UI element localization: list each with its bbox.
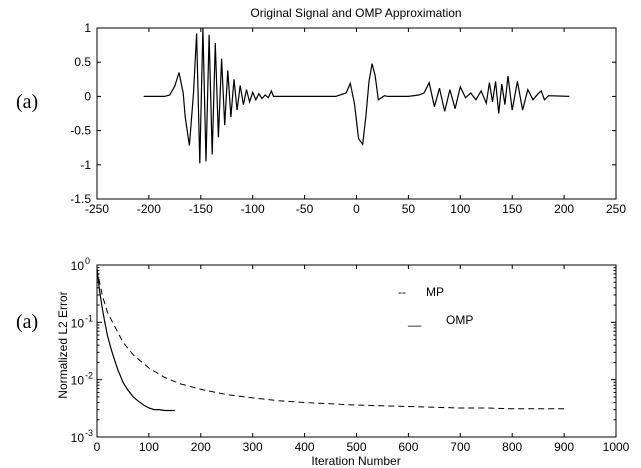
signal-y-tick-label: -1: [80, 158, 91, 172]
error-x-tick-label: 800: [502, 440, 522, 454]
signal-panel: Original Signal and OMP Approximation (a…: [16, 6, 626, 216]
signal-x-tick-label: 150: [502, 202, 522, 216]
error-panel: (a) Normalized L2 Error Iteration Number…: [16, 256, 630, 468]
error-x-tick-label: 700: [450, 440, 470, 454]
error-y-tick-label: 10: [71, 316, 85, 330]
signal-x-tick-label: -250: [85, 202, 109, 216]
error-x-tick-label: 200: [191, 440, 211, 454]
signal-y-tick-label: 0.5: [74, 55, 91, 69]
legend-mp-sample: --: [398, 285, 406, 299]
error-x-tick-label: 0: [94, 440, 101, 454]
error-y-tick-label: 10: [71, 431, 85, 445]
error-x-tick-label: 300: [243, 440, 263, 454]
error-x-tick-label: 100: [139, 440, 159, 454]
signal-y-tick-label: -1.5: [70, 192, 91, 206]
mp-series-line: [96, 268, 565, 410]
error-y-tick-label: 10: [71, 374, 85, 388]
signal-x-tick-label: -200: [137, 202, 161, 216]
error-y-tick-exponent: -2: [85, 371, 93, 381]
signal-y-tick-label: -0.5: [70, 124, 91, 138]
signal-x-tick-label: 0: [353, 202, 360, 216]
error-x-tick-label: 400: [295, 440, 315, 454]
signal-x-tick-label: 200: [554, 202, 574, 216]
signal-plot-frame: [96, 27, 617, 200]
error-y-tick-exponent: -3: [85, 428, 93, 438]
legend: -- MP __ OMP: [398, 285, 473, 327]
signal-y-tick-label: 0: [84, 89, 91, 103]
error-panel-label: (a): [16, 311, 38, 333]
error-y-tick-exponent: -1: [85, 313, 93, 323]
legend-mp-label: MP: [426, 285, 444, 299]
error-x-tick-label: 1000: [603, 440, 630, 454]
omp-series-line: [96, 268, 175, 412]
signal-x-tick-label: -50: [296, 202, 314, 216]
signal-x-tick-label: -150: [189, 202, 213, 216]
error-plot-frame: [96, 264, 617, 438]
error-x-tick-label: 500: [346, 440, 366, 454]
error-x-tick-label: 900: [554, 440, 574, 454]
signal-line: [143, 27, 570, 164]
signal-chart-title: Original Signal and OMP Approximation: [250, 6, 461, 20]
error-x-axis-label: Iteration Number: [311, 454, 400, 468]
error-y-tick-label: 10: [71, 259, 85, 273]
legend-omp-sample: __: [407, 313, 422, 327]
signal-panel-label: (a): [16, 91, 38, 113]
legend-omp-label: OMP: [446, 313, 473, 327]
signal-x-tick-label: 100: [450, 202, 470, 216]
signal-x-tick-label: -100: [241, 202, 265, 216]
error-y-tick-exponent: 0: [85, 256, 90, 266]
signal-y-tick-label: 1: [84, 21, 91, 35]
signal-x-tick-label: 250: [606, 202, 626, 216]
error-x-tick-label: 600: [398, 440, 418, 454]
error-y-axis-label: Normalized L2 Error: [56, 291, 70, 398]
signal-x-tick-label: 50: [402, 202, 416, 216]
